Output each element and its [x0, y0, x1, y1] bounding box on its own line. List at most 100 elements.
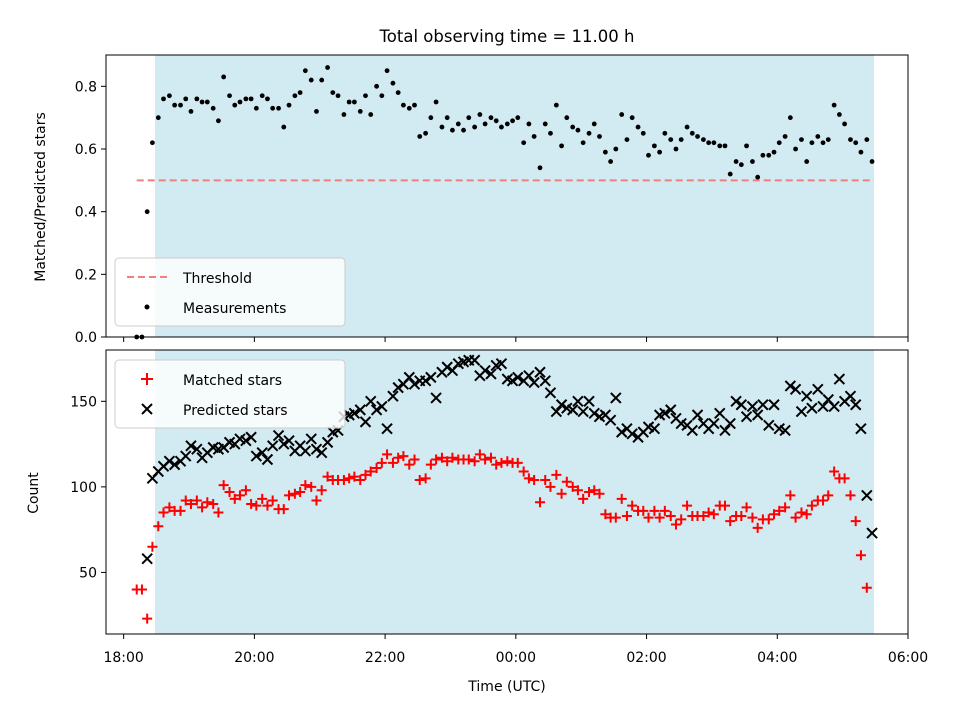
- matched-stars-point: [158, 507, 169, 518]
- measurements-point: [314, 109, 319, 114]
- matched-stars-point: [823, 490, 834, 501]
- matched-stars-point: [355, 475, 366, 486]
- x-tick-label: 18:00: [103, 650, 143, 666]
- bottom-y-tick-label: 50: [79, 565, 97, 581]
- measurements-point: [869, 159, 875, 164]
- measurements-point: [493, 118, 499, 124]
- matched-stars-point: [676, 514, 687, 525]
- measurements-point: [864, 137, 870, 143]
- matched-stars-point: [796, 507, 807, 518]
- matched-stars-point: [752, 522, 763, 533]
- legend-predicted-label: Predicted stars: [183, 403, 288, 419]
- predicted-stars-point: [348, 407, 361, 420]
- predicted-stars-point: [583, 395, 595, 408]
- matched-stars-point: [769, 509, 780, 520]
- predicted-stars-point: [714, 407, 726, 420]
- measurements-point: [406, 105, 412, 111]
- measurements-point: [292, 93, 298, 99]
- predicted-stars-point: [408, 378, 421, 390]
- measurements-point: [379, 93, 385, 99]
- predicted-stars-point: [419, 375, 432, 387]
- top-panel-ratio: 0.00.20.40.60.8 Matched/Predicted stars …: [33, 54, 909, 346]
- legend-threshold-label: Threshold: [182, 271, 252, 287]
- x-tick-label: 04:00: [757, 650, 797, 666]
- matched-stars-point: [529, 475, 540, 486]
- measurements-point: [276, 105, 281, 111]
- measurements-point: [482, 121, 488, 127]
- measurements-point: [308, 77, 314, 83]
- matched-stars-point: [584, 487, 595, 497]
- measurements-point: [799, 137, 804, 143]
- matched-stars-point: [480, 454, 491, 465]
- predicted-stars-point: [299, 445, 312, 457]
- matched-stars-point: [147, 541, 158, 552]
- measurements-point: [646, 152, 651, 158]
- predicted-stars-point: [784, 380, 797, 392]
- measurements-point: [853, 140, 859, 146]
- matched-stars-point: [610, 512, 621, 523]
- matched-stars-point: [278, 504, 289, 515]
- matched-stars-point: [185, 498, 196, 509]
- measurements-point: [701, 137, 706, 143]
- matched-stars-point: [643, 512, 654, 523]
- matched-stars-point: [556, 488, 567, 499]
- matched-stars-point: [393, 452, 404, 463]
- measurements-point: [575, 127, 581, 133]
- matched-stars-point: [818, 495, 829, 506]
- matched-stars-point: [202, 497, 213, 508]
- measurements-point: [401, 102, 406, 108]
- bottom-y-tick-label: 100: [70, 480, 97, 496]
- bottom-x-axis: 18:00 20:00 22:00 00:00 02:00 04:00 06:00: [103, 634, 928, 666]
- matched-stars-point: [698, 510, 709, 521]
- matched-stars-point: [213, 507, 224, 518]
- matched-stars-point: [665, 510, 676, 521]
- matched-stars-point: [234, 490, 245, 501]
- matched-stars-point: [344, 473, 355, 484]
- predicted-stars-point: [528, 376, 540, 389]
- matched-stars-point: [785, 490, 796, 501]
- predicted-stars-point: [866, 527, 878, 539]
- measurements-point: [848, 137, 853, 143]
- top-x-ticks: [123, 337, 909, 342]
- measurements-point: [559, 143, 564, 149]
- predicted-stars-point: [381, 422, 393, 435]
- legend-measurements-swatch: [144, 304, 150, 310]
- measurements-point: [570, 124, 576, 130]
- measurements-point: [755, 174, 761, 180]
- matched-stars-point: [251, 500, 262, 511]
- matched-stars-point: [316, 485, 327, 496]
- predicted-stars-point: [387, 390, 399, 402]
- matched-stars-point: [142, 613, 153, 624]
- matched-stars-point: [376, 457, 387, 468]
- measurements-point: [488, 115, 494, 121]
- measurements-point: [727, 171, 733, 177]
- matched-stars-point: [414, 475, 425, 486]
- measurements-point: [341, 112, 347, 117]
- measurements-point: [597, 134, 602, 139]
- predicted-stars-point: [354, 404, 366, 416]
- measurements-point: [439, 124, 445, 130]
- predicted-stars-point: [855, 422, 867, 435]
- measurements-point: [531, 134, 537, 139]
- matched-stars-point: [763, 514, 774, 525]
- top-y-tick-label: 0.6: [75, 142, 97, 158]
- measurements-point: [221, 74, 227, 80]
- matched-stars-point: [621, 510, 632, 521]
- matched-stars-point: [485, 452, 496, 463]
- predicted-stars-point: [256, 446, 268, 459]
- matched-stars-point: [246, 498, 257, 509]
- measurements-point: [243, 96, 249, 102]
- matched-stars-point: [861, 582, 872, 593]
- matched-stars-point: [535, 497, 546, 508]
- matched-stars-point: [829, 466, 840, 477]
- measurements-point: [657, 149, 663, 155]
- matched-stars-point: [284, 490, 295, 501]
- measurements-point: [689, 130, 695, 136]
- measurements-point: [815, 134, 821, 139]
- measurements-point: [521, 140, 527, 146]
- matched-stars-point: [218, 480, 229, 491]
- matched-stars-point: [398, 451, 409, 462]
- predicted-stars-point: [250, 450, 263, 462]
- matched-stars-point: [387, 457, 398, 468]
- matched-stars-point: [496, 457, 507, 468]
